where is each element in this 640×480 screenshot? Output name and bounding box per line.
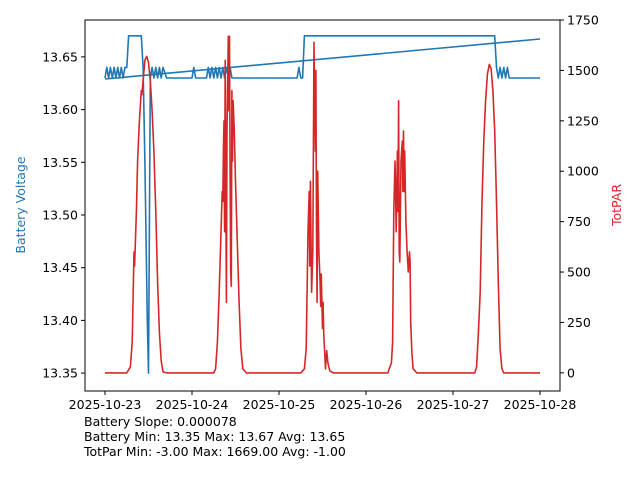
y-right-tick-label: 0 [567,365,575,380]
y-axis-right: 0 250 500 750 1000 1250 1500 1750 [560,13,599,380]
x-tick-label: 2025-10-24 [156,397,229,412]
y-left-tick-label: 13.65 [42,49,78,64]
series-line-2 [105,35,540,374]
y-left-tick-label: 13.50 [42,207,78,222]
totpar-summary-text: TotPar Min: -3.00 Max: 1669.00 Avg: -1.0… [84,444,346,459]
x-axis: 2025-10-23 2025-10-24 2025-10-25 2025-10-26… [69,391,577,412]
series-line-0 [104,35,540,374]
x-tick-label: 2025-10-23 [69,397,142,412]
y-left-tick-label: 13.45 [42,260,78,275]
y-right-tick-label: 1250 [567,113,599,128]
y-right-tick-label: 1500 [567,63,599,78]
y-axis-right-label: TotPAR [609,184,624,227]
y-left-tick-label: 13.55 [42,155,78,170]
stats-panel: Battery Slope: 0.000078 Battery Min: 13.… [84,414,346,459]
x-tick-label: 2025-10-28 [504,397,577,412]
y-left-tick-label: 13.40 [42,313,78,328]
y-right-tick-label: 250 [567,315,591,330]
y-axis-left-label: Battery Voltage [13,156,28,253]
y-right-tick-label: 750 [567,214,591,229]
x-tick-label: 2025-10-27 [417,397,490,412]
y-right-tick-label: 1000 [567,164,599,179]
battery-slope-text: Battery Slope: 0.000078 [84,414,237,429]
y-right-tick-label: 1750 [567,13,599,28]
battery-summary-text: Battery Min: 13.35 Max: 13.67 Avg: 13.65 [84,429,346,444]
y-right-tick-label: 500 [567,265,591,280]
x-tick-label: 2025-10-25 [243,397,316,412]
series-line-1 [104,38,541,80]
plot-frame [84,19,561,392]
y-axis-left: 13.35 13.40 13.45 13.50 13.55 13.60 13.65 [42,49,85,381]
series-layer [104,35,541,374]
y-left-tick-label: 13.35 [42,366,78,381]
x-tick-label: 2025-10-26 [330,397,403,412]
y-left-tick-label: 13.60 [42,102,78,117]
